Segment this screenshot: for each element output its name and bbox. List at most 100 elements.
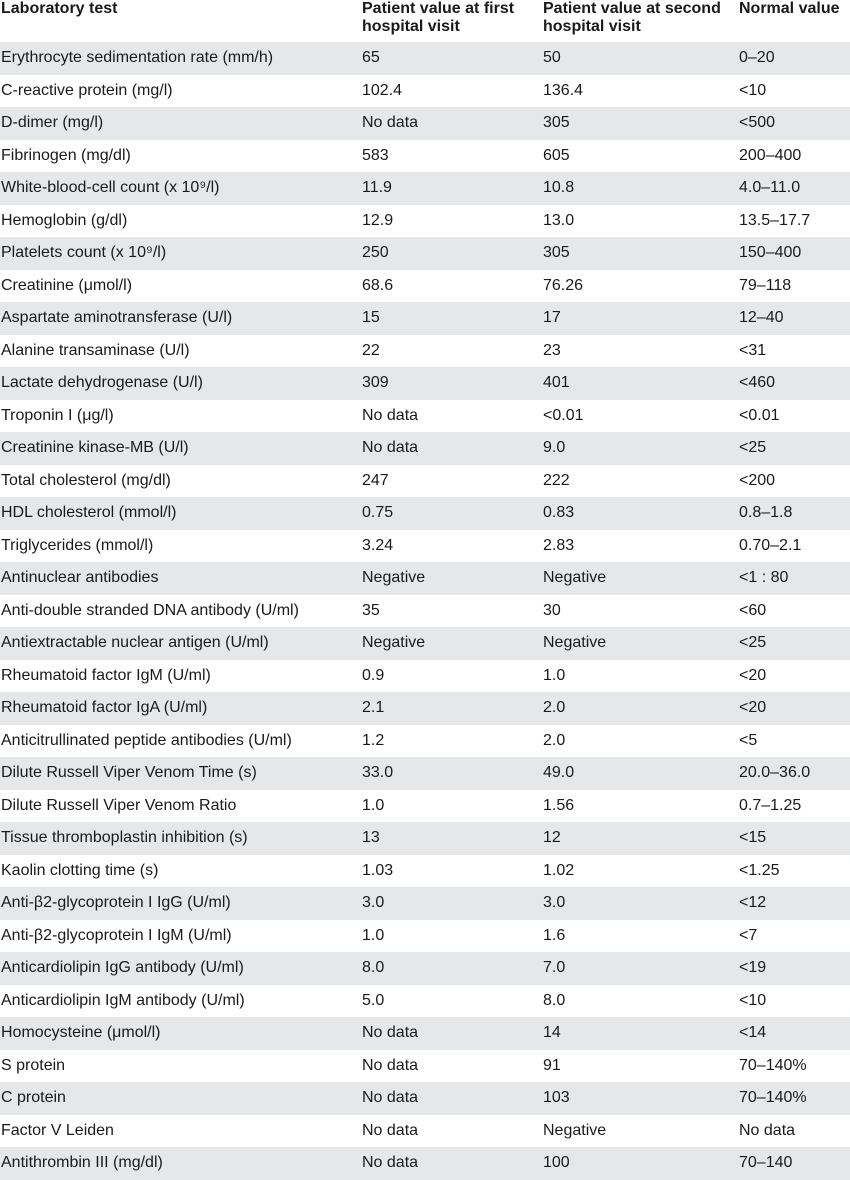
cell-second-visit: 49.0 — [543, 764, 575, 782]
cell-normal-value: 0–20 — [739, 49, 775, 67]
table-row: Tissue thromboplastin inhibition (s) 13 12… — [0, 822, 850, 855]
header-normal-value: Normal value — [739, 0, 840, 17]
cell-laboratory-test: Troponin I (μg/l) — [1, 406, 114, 424]
table-row: HDL cholesterol (mmol/l) 0.75 0.83 0.8–1.8 — [0, 497, 850, 530]
cell-normal-value: <20 — [739, 699, 767, 717]
table-row: Kaolin clotting time (s) 1.03 1.02 <1.25 — [0, 855, 850, 888]
cell-normal-value: 70–140% — [739, 1089, 807, 1107]
cell-laboratory-test: Lactate dehydrogenase (U/l) — [1, 374, 203, 392]
cell-normal-value: 150–400 — [739, 244, 802, 262]
cell-normal-value: <200 — [739, 471, 776, 489]
cell-second-visit: 2.83 — [543, 536, 575, 554]
cell-second-visit: 100 — [543, 1154, 570, 1172]
cell-laboratory-test: Platelets count (x 10⁹/l) — [1, 244, 167, 262]
cell-first-visit: 0.75 — [362, 504, 394, 522]
cell-normal-value: <1.25 — [739, 861, 780, 879]
cell-normal-value: <0.01 — [739, 406, 780, 424]
cell-second-visit: 0.83 — [543, 504, 575, 522]
cell-laboratory-test: Dilute Russell Viper Venom Ratio — [1, 796, 237, 814]
cell-normal-value: <31 — [739, 341, 767, 359]
table-row: Anti-β2-glycoprotein I IgM (U/ml) 1.0 1.6 <… — [0, 920, 850, 953]
cell-second-visit: 2.0 — [543, 699, 566, 717]
cell-normal-value: <5 — [739, 731, 758, 749]
cell-laboratory-test: Antinuclear antibodies — [1, 569, 159, 587]
header-first-visit-text: Patient value at first hospital visit — [362, 0, 515, 35]
cell-second-visit: Negative — [543, 569, 607, 587]
cell-normal-value: <20 — [739, 666, 767, 684]
cell-normal-value: <19 — [739, 959, 767, 977]
table-body: Erythrocyte sedimentation rate (mm/h) 65 5… — [0, 42, 850, 1180]
cell-normal-value: 12–40 — [739, 309, 784, 327]
cell-first-visit: 22 — [362, 341, 380, 359]
header-second-visit-text: Patient value at second hospital visit — [543, 0, 721, 35]
cell-laboratory-test: HDL cholesterol (mmol/l) — [1, 504, 177, 522]
cell-normal-value: 70–140% — [739, 1056, 807, 1074]
cell-first-visit: 102.4 — [362, 81, 403, 99]
cell-normal-value: 200–400 — [739, 146, 802, 164]
cell-second-visit: 7.0 — [543, 959, 566, 977]
cell-laboratory-test: Rheumatoid factor IgA (U/ml) — [1, 699, 208, 717]
cell-normal-value: 0.70–2.1 — [739, 536, 802, 554]
cell-laboratory-test: Homocysteine (μmol/l) — [1, 1024, 161, 1042]
cell-first-visit: 15 — [362, 309, 380, 327]
table-row: Anticardiolipin IgM antibody (U/ml) 5.0 8.… — [0, 985, 850, 1018]
cell-laboratory-test: Alanine transaminase (U/l) — [1, 341, 190, 359]
table-row: Creatinine (μmol/l) 68.6 76.26 79–118 — [0, 270, 850, 303]
header-laboratory-test: Laboratory test — [1, 0, 118, 17]
cell-second-visit: 13.0 — [543, 211, 575, 229]
cell-first-visit: 13 — [362, 829, 380, 847]
cell-laboratory-test: White-blood-cell count (x 10⁹/l) — [1, 179, 220, 197]
table-row: Dilute Russell Viper Venom Time (s) 33.0 4… — [0, 757, 850, 790]
cell-first-visit: 1.2 — [362, 731, 385, 749]
cell-laboratory-test: Tissue thromboplastin inhibition (s) — [1, 829, 248, 847]
cell-normal-value: 70–140 — [739, 1154, 793, 1172]
table-row: Anticitrullinated peptide antibodies (U/… — [0, 725, 850, 758]
cell-laboratory-test: Dilute Russell Viper Venom Time (s) — [1, 764, 257, 782]
cell-first-visit: No data — [362, 1121, 419, 1139]
cell-laboratory-test: C-reactive protein (mg/l) — [1, 81, 173, 99]
cell-second-visit: 222 — [543, 471, 570, 489]
table-row: D-dimer (mg/l) No data 305 <500 — [0, 107, 850, 140]
cell-normal-value: No data — [739, 1121, 796, 1139]
table-row: Troponin I (μg/l) No data <0.01 <0.01 — [0, 400, 850, 433]
cell-laboratory-test: Anticardiolipin IgG antibody (U/ml) — [1, 959, 244, 977]
cell-normal-value: 0.7–1.25 — [739, 796, 802, 814]
cell-first-visit: No data — [362, 1089, 419, 1107]
cell-second-visit: 305 — [543, 244, 570, 262]
cell-laboratory-test: Hemoglobin (g/dl) — [1, 211, 128, 229]
cell-first-visit: 1.0 — [362, 796, 385, 814]
cell-second-visit: 401 — [543, 374, 570, 392]
cell-second-visit: 1.02 — [543, 861, 575, 879]
cell-second-visit: <0.01 — [543, 406, 584, 424]
cell-laboratory-test: D-dimer (mg/l) — [1, 114, 104, 132]
cell-laboratory-test: Antiextractable nuclear antigen (U/ml) — [1, 634, 269, 652]
cell-second-visit: 12 — [543, 829, 561, 847]
cell-second-visit: 136.4 — [543, 81, 584, 99]
cell-first-visit: 2.1 — [362, 699, 385, 717]
cell-first-visit: 33.0 — [362, 764, 394, 782]
table-row: Antithrombin III (mg/dl) No data 100 70–140 — [0, 1147, 850, 1180]
cell-second-visit: 1.0 — [543, 666, 566, 684]
cell-first-visit: 0.9 — [362, 666, 385, 684]
table-row: Anti-β2-glycoprotein I IgG (U/ml) 3.0 3.0 <… — [0, 887, 850, 920]
cell-laboratory-test: Kaolin clotting time (s) — [1, 861, 159, 879]
table-row: Anti-double stranded DNA antibody (U/ml)… — [0, 595, 850, 628]
cell-laboratory-test: Fibrinogen (mg/dl) — [1, 146, 131, 164]
cell-normal-value: 0.8–1.8 — [739, 504, 793, 522]
cell-first-visit: 68.6 — [362, 276, 394, 294]
cell-first-visit: 583 — [362, 146, 389, 164]
header-first-visit: Patient value at first hospital visit — [362, 0, 543, 42]
cell-first-visit: No data — [362, 1154, 419, 1172]
table-row: C protein No data 103 70–140% — [0, 1082, 850, 1115]
cell-first-visit: Negative — [362, 634, 426, 652]
cell-first-visit: Negative — [362, 569, 426, 587]
cell-normal-value: <15 — [739, 829, 767, 847]
table-row: Hemoglobin (g/dl) 12.9 13.0 13.5–17.7 — [0, 205, 850, 238]
cell-first-visit: 65 — [362, 49, 380, 67]
cell-normal-value: <12 — [739, 894, 767, 912]
cell-second-visit: 91 — [543, 1056, 561, 1074]
cell-first-visit: 309 — [362, 374, 389, 392]
table-row: Anticardiolipin IgG antibody (U/ml) 8.0 7.… — [0, 952, 850, 985]
cell-second-visit: Negative — [543, 634, 607, 652]
